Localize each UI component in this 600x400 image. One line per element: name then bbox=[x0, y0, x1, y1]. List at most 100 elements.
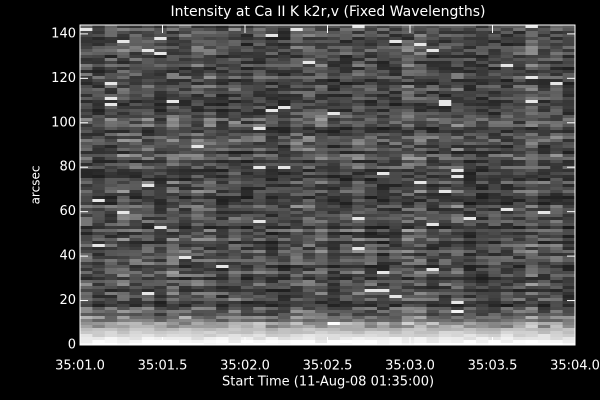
intensity-pixel bbox=[414, 229, 428, 232]
intensity-pixel bbox=[537, 163, 551, 166]
intensity-pixel bbox=[278, 25, 291, 28]
intensity-pixel bbox=[550, 250, 564, 253]
intensity-pixel bbox=[550, 283, 564, 286]
intensity-pixel bbox=[525, 340, 539, 343]
intensity-pixel bbox=[537, 199, 551, 202]
intensity-pixel bbox=[216, 253, 230, 256]
intensity-pixel bbox=[228, 277, 242, 280]
intensity-pixel bbox=[203, 28, 217, 31]
intensity-pixel bbox=[117, 241, 131, 244]
intensity-pixel bbox=[203, 94, 217, 97]
intensity-pixel bbox=[253, 130, 267, 133]
intensity-pixel bbox=[265, 190, 279, 193]
intensity-pixel bbox=[451, 343, 465, 345]
intensity-pixel bbox=[117, 55, 131, 58]
intensity-pixel bbox=[253, 325, 267, 328]
intensity-pixel bbox=[315, 28, 329, 31]
intensity-pixel bbox=[327, 172, 341, 175]
intensity-pixel bbox=[166, 310, 180, 313]
intensity-pixel bbox=[154, 67, 168, 70]
intensity-pixel bbox=[203, 313, 217, 316]
intensity-pixel bbox=[327, 61, 341, 64]
intensity-pixel bbox=[426, 160, 440, 163]
intensity-pixel bbox=[476, 274, 489, 277]
intensity-pixel bbox=[141, 262, 155, 265]
intensity-pixel bbox=[92, 55, 106, 58]
intensity-pixel bbox=[389, 304, 403, 307]
intensity-pixel bbox=[476, 61, 489, 64]
intensity-pixel bbox=[414, 208, 428, 211]
intensity-pixel bbox=[141, 115, 155, 118]
intensity-pixel bbox=[451, 157, 465, 160]
intensity-pixel bbox=[302, 331, 316, 334]
intensity-pixel bbox=[203, 154, 217, 157]
intensity-pixel bbox=[129, 46, 143, 49]
intensity-pixel bbox=[562, 85, 576, 88]
intensity-pixel bbox=[141, 67, 155, 70]
intensity-pixel bbox=[550, 109, 564, 112]
intensity-pixel bbox=[92, 205, 106, 208]
intensity-pixel bbox=[92, 136, 106, 139]
intensity-pixel bbox=[141, 124, 155, 127]
intensity-pixel bbox=[278, 271, 291, 274]
intensity-pixel bbox=[203, 334, 217, 337]
intensity-pixel bbox=[290, 85, 304, 88]
intensity-pixel bbox=[438, 43, 452, 46]
intensity-pixel bbox=[302, 286, 316, 289]
intensity-pixel bbox=[80, 340, 93, 343]
intensity-pixel bbox=[488, 187, 502, 190]
intensity-pixel bbox=[500, 178, 514, 181]
intensity-pixel bbox=[389, 193, 403, 196]
intensity-pixel bbox=[253, 328, 267, 331]
intensity-pixel bbox=[537, 31, 551, 34]
intensity-pixel bbox=[562, 229, 576, 232]
intensity-pixel bbox=[290, 253, 304, 256]
intensity-pixel bbox=[203, 301, 217, 304]
intensity-pixel bbox=[364, 289, 378, 292]
intensity-pixel bbox=[228, 223, 242, 226]
intensity-pixel bbox=[352, 112, 366, 115]
intensity-pixel bbox=[166, 40, 180, 43]
intensity-pixel bbox=[500, 37, 514, 40]
intensity-pixel bbox=[414, 190, 428, 193]
intensity-pixel bbox=[203, 310, 217, 313]
intensity-pixel bbox=[500, 124, 514, 127]
intensity-pixel bbox=[179, 94, 192, 97]
intensity-pixel bbox=[537, 193, 551, 196]
intensity-pixel bbox=[80, 115, 93, 118]
intensity-pixel bbox=[154, 307, 168, 310]
intensity-pixel bbox=[451, 175, 465, 178]
intensity-pixel bbox=[513, 235, 527, 238]
intensity-pixel bbox=[438, 343, 452, 345]
intensity-pixel bbox=[451, 52, 465, 55]
intensity-pixel bbox=[216, 178, 230, 181]
intensity-pixel bbox=[537, 115, 551, 118]
intensity-pixel bbox=[562, 301, 576, 304]
intensity-pixel bbox=[166, 145, 180, 148]
intensity-pixel bbox=[315, 238, 329, 241]
intensity-pixel bbox=[562, 208, 576, 211]
intensity-pixel bbox=[550, 274, 564, 277]
intensity-pixel bbox=[500, 118, 514, 121]
intensity-pixel bbox=[278, 181, 291, 184]
intensity-pixel bbox=[191, 199, 205, 202]
intensity-pixel bbox=[253, 55, 267, 58]
intensity-pixel bbox=[364, 190, 378, 193]
intensity-pixel bbox=[463, 46, 477, 49]
intensity-pixel bbox=[203, 52, 217, 55]
intensity-pixel bbox=[426, 217, 440, 220]
intensity-pixel bbox=[488, 241, 502, 244]
intensity-pixel bbox=[513, 262, 527, 265]
intensity-pixel bbox=[117, 190, 131, 193]
intensity-pixel bbox=[203, 244, 217, 247]
intensity-pixel bbox=[240, 79, 254, 82]
intensity-pixel bbox=[377, 175, 390, 178]
intensity-pixel bbox=[141, 220, 155, 223]
intensity-pixel bbox=[327, 76, 341, 79]
intensity-pixel bbox=[562, 232, 576, 235]
intensity-pixel bbox=[216, 88, 230, 91]
intensity-pixel bbox=[253, 277, 267, 280]
intensity-pixel bbox=[352, 226, 366, 229]
intensity-pixel bbox=[451, 253, 465, 256]
intensity-pixel bbox=[488, 34, 502, 37]
